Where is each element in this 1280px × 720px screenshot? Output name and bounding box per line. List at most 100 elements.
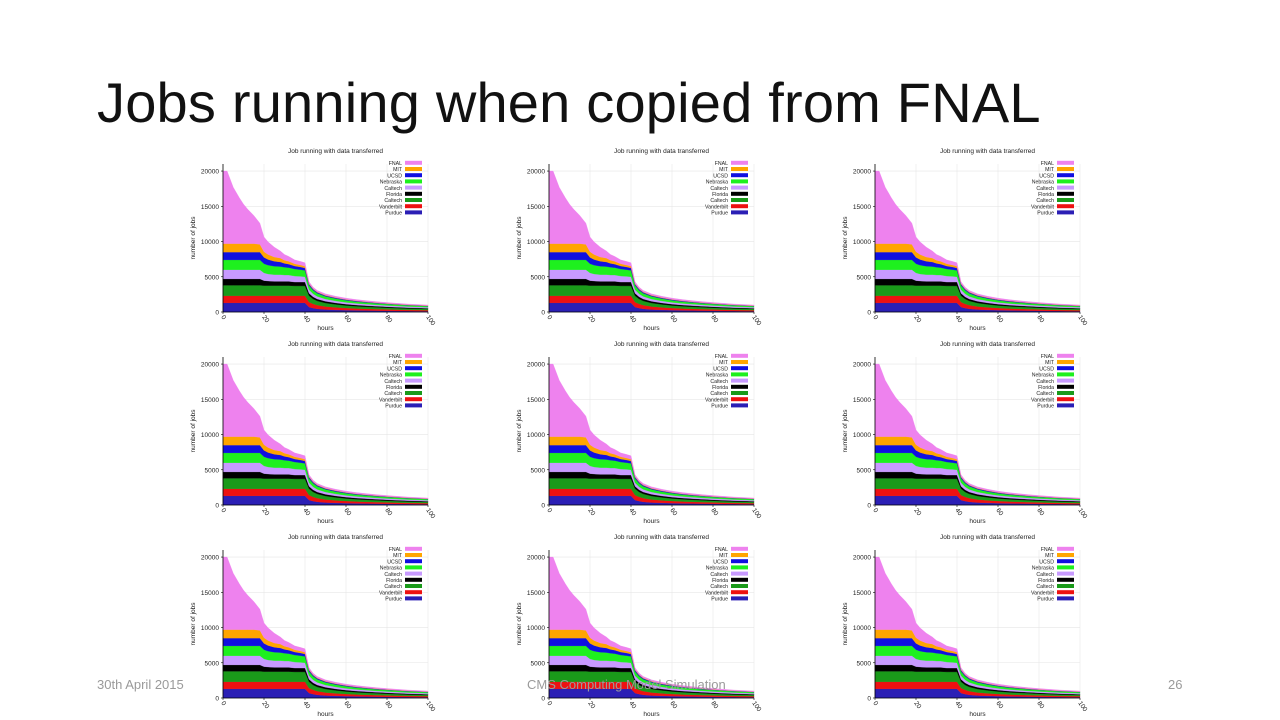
legend-label: FNAL	[1041, 547, 1054, 553]
legend-swatch	[731, 366, 748, 371]
x-tick-label: 60	[342, 507, 352, 517]
legend-label: Nebraska	[1032, 566, 1054, 572]
chart-title: Job running with data transferred	[614, 148, 709, 155]
legend-label: Vanderbilt	[379, 204, 403, 210]
x-tick-label: 40	[953, 314, 963, 324]
area-series	[874, 170, 1081, 306]
legend-swatch	[1057, 198, 1074, 202]
y-tick-label: 5000	[205, 660, 220, 667]
area-series	[874, 556, 1081, 692]
legend-swatch	[731, 384, 748, 389]
legend-label: Vanderbilt	[379, 397, 403, 403]
x-tick-label: 100	[750, 314, 762, 327]
y-tick-label: 5000	[205, 467, 220, 474]
x-tick-label: 100	[1076, 314, 1088, 327]
area-series	[548, 170, 755, 306]
x-tick-label: 80	[1035, 700, 1045, 710]
y-tick-label: 15000	[527, 590, 545, 597]
x-tick-label: 20	[586, 507, 596, 517]
legend-label: Caltech	[1036, 572, 1054, 578]
legend-swatch	[731, 185, 748, 190]
chart-panel-3: 0 5000 10000 15000 20000 0 20 40 60 80 100 Job runn…	[838, 144, 1088, 332]
x-tick-label: 100	[1076, 700, 1088, 713]
footer-center-text: CMS Computing Model Simulation	[527, 677, 726, 692]
legend-swatch	[405, 391, 422, 395]
legend-label: Florida	[1038, 385, 1054, 391]
legend-swatch	[405, 384, 422, 389]
x-tick-label: 0	[219, 700, 227, 707]
y-tick-label: 15000	[527, 397, 545, 404]
legend-label: UCSD	[1039, 173, 1054, 179]
legend-label: Caltech	[384, 379, 402, 385]
legend-swatch	[405, 403, 422, 408]
legend-label: Florida	[1038, 192, 1054, 198]
legend-swatch	[1057, 403, 1074, 408]
y-axis-label: number of jobs	[190, 409, 197, 453]
legend-label: MIT	[1045, 167, 1055, 173]
legend-label: Caltech	[1036, 584, 1054, 590]
legend-swatch	[731, 590, 748, 595]
legend-label: Caltech	[710, 572, 728, 578]
legend-label: Caltech	[710, 379, 728, 385]
legend-swatch	[731, 204, 748, 209]
legend-label: Caltech	[384, 572, 402, 578]
x-tick-label: 100	[750, 700, 762, 713]
chart-title: Job running with data transferred	[288, 534, 383, 541]
legend-label: Nebraska	[1032, 180, 1054, 186]
x-tick-label: 100	[424, 507, 436, 520]
x-tick-label: 100	[750, 507, 762, 520]
legend-swatch	[405, 191, 422, 196]
x-tick-label: 0	[545, 507, 553, 514]
legend-swatch	[731, 577, 748, 582]
chart-panel-7: 0 5000 10000 15000 20000 0 20 40 60 80 100 Job runn…	[186, 530, 436, 718]
x-tick-label: 0	[871, 507, 879, 514]
legend-swatch	[731, 173, 748, 178]
legend-label: Caltech	[710, 584, 728, 590]
y-axis-label: number of jobs	[190, 216, 197, 260]
x-tick-label: 100	[424, 314, 436, 327]
legend-label: Purdue	[1037, 597, 1054, 603]
legend-label: Purdue	[711, 211, 728, 217]
chart-title: Job running with data transferred	[288, 148, 383, 155]
legend-label: Purdue	[711, 597, 728, 603]
chart-panel-9: 0 5000 10000 15000 20000 0 20 40 60 80 100 Job runn…	[838, 530, 1088, 718]
legend-swatch	[405, 179, 422, 184]
legend-swatch	[405, 160, 422, 165]
legend-label: Caltech	[384, 584, 402, 590]
legend-swatch	[1057, 596, 1074, 601]
x-axis-label: hours	[643, 711, 660, 718]
y-tick-label: 0	[541, 503, 545, 510]
x-tick-label: 0	[219, 314, 227, 321]
y-tick-label: 0	[867, 310, 871, 317]
y-tick-label: 0	[215, 310, 219, 317]
legend-swatch	[731, 584, 748, 588]
legend-swatch	[731, 372, 748, 377]
x-axis-label: hours	[317, 518, 334, 525]
legend-swatch	[731, 403, 748, 408]
x-tick-label: 40	[627, 507, 637, 517]
legend-label: Vanderbilt	[705, 204, 729, 210]
legend-label: Purdue	[385, 211, 402, 217]
legend-label: Caltech	[384, 198, 402, 204]
legend-label: MIT	[719, 360, 729, 366]
legend-label: Caltech	[1036, 186, 1054, 192]
legend-label: UCSD	[1039, 366, 1054, 372]
y-axis-label: number of jobs	[190, 602, 197, 646]
legend-swatch	[731, 191, 748, 196]
chart-title: Job running with data transferred	[940, 534, 1035, 541]
x-tick-label: 0	[545, 314, 553, 321]
legend-label: FNAL	[1041, 354, 1054, 360]
chart-panel-4: 0 5000 10000 15000 20000 0 20 40 60 80 100 Job runn…	[186, 337, 436, 525]
legend-swatch	[405, 366, 422, 371]
legend-label: Florida	[712, 192, 728, 198]
legend-label: Florida	[386, 192, 402, 198]
legend-label: FNAL	[715, 547, 728, 553]
y-axis-label: number of jobs	[516, 409, 523, 453]
legend-label: FNAL	[715, 161, 728, 167]
y-tick-label: 10000	[527, 432, 545, 439]
y-tick-label: 15000	[201, 590, 219, 597]
x-tick-label: 40	[627, 314, 637, 324]
legend-swatch	[405, 353, 422, 358]
y-tick-label: 20000	[201, 555, 219, 562]
